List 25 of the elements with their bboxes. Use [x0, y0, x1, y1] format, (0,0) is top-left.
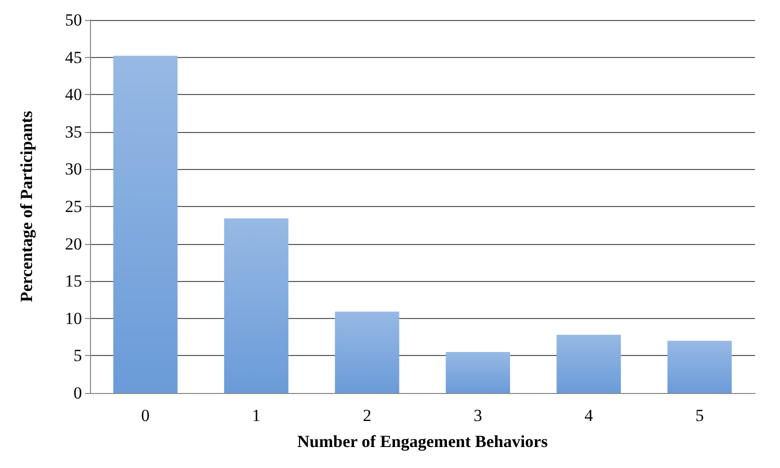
y-tick-label: 35 — [65, 122, 82, 142]
y-tick-label: 25 — [65, 197, 82, 216]
x-tick-label: 3 — [474, 406, 482, 425]
x-tick-label: 5 — [695, 406, 704, 425]
y-tick-label: 15 — [65, 272, 82, 291]
y-tick-label: 45 — [65, 48, 82, 67]
bar — [224, 218, 288, 393]
y-tick-label: 30 — [65, 160, 82, 179]
x-tick-label: 2 — [362, 406, 372, 425]
y-tick-label: 0 — [74, 384, 82, 402]
bar — [667, 340, 732, 393]
y-tick-label: 5 — [74, 346, 82, 366]
x-tick-label: 4 — [584, 406, 594, 425]
y-tick-label: 20 — [65, 234, 82, 254]
x-tick-label: 0 — [141, 406, 150, 425]
bar — [334, 312, 400, 393]
y-tick-label: 50 — [65, 10, 82, 30]
x-tick-label: 1 — [252, 406, 260, 425]
y-axis-title: Percentage of Participants — [17, 110, 36, 302]
y-tick-label: 40 — [65, 85, 82, 104]
y-tick-label: 10 — [65, 308, 82, 328]
bar — [556, 334, 621, 393]
bar — [446, 352, 510, 393]
bar — [113, 56, 178, 393]
x-axis-title: Number of Engagement Behaviors — [297, 432, 548, 451]
